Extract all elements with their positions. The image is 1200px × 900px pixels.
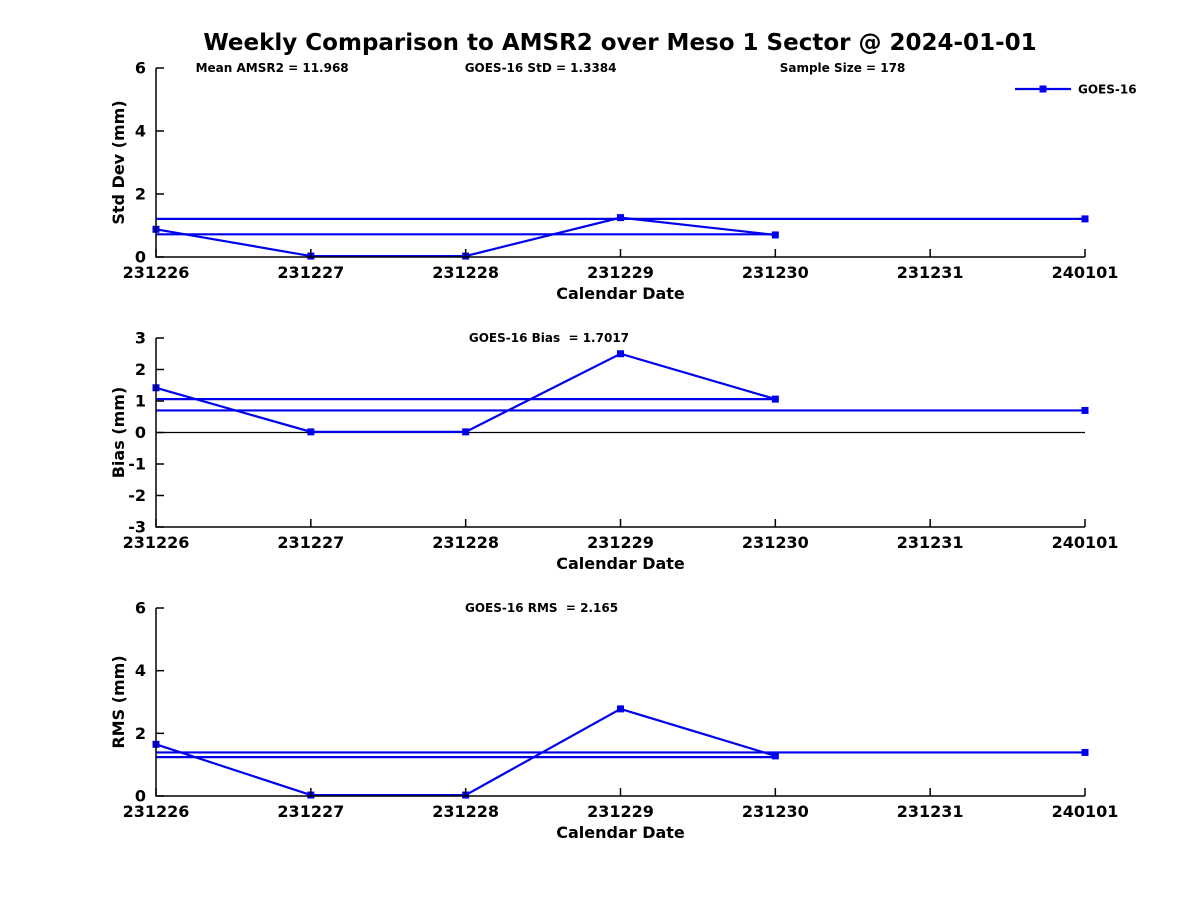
y-axis-label: Std Dev (mm) [109,100,128,224]
series-daily-marker [771,395,779,403]
y-axis-label: RMS (mm) [109,655,128,748]
y-tick-label: 6 [135,599,146,618]
y-tick-label: 0 [135,787,146,806]
y-tick-label: 2 [135,724,146,743]
x-axis-label: Calendar Date [556,284,685,303]
y-tick-label: 0 [135,248,146,267]
x-tick-label: 240101 [1052,802,1119,821]
y-tick-label: 2 [135,360,146,379]
series-weekly-marker [1081,215,1089,223]
series-daily-marker [771,752,779,760]
series-daily-line [155,352,776,433]
y-tick-label: 3 [135,329,146,348]
x-tick-label: 231231 [897,263,964,282]
x-tick-label: 231228 [432,533,499,552]
x-tick-label: 240101 [1052,263,1119,282]
x-tick-label: 231231 [897,533,964,552]
stat-annotation: Sample Size = 178 [780,61,906,75]
x-tick-label: 231228 [432,802,499,821]
stat-annotation: Mean AMSR2 = 11.968 [196,61,349,75]
x-tick-label: 231227 [277,802,344,821]
stat-annotation: GOES-16 RMS = 2.165 [465,601,618,615]
y-tick-label: 2 [135,185,146,204]
x-tick-label: 231227 [277,263,344,282]
legend-marker [1039,85,1047,93]
x-tick-label: 231230 [742,263,809,282]
series-daily-marker [462,428,470,436]
x-tick-label: 231228 [432,263,499,282]
x-axis-label: Calendar Date [556,823,685,842]
x-tick-label: 231226 [123,533,190,552]
y-axis-label: Bias (mm) [109,387,128,479]
x-tick-label: 231229 [587,802,654,821]
series-daily-marker [617,705,624,713]
y-tick-label: 0 [135,423,146,442]
series-daily-marker [617,350,624,358]
x-tick-label: 231229 [587,263,654,282]
y-tick-label: -2 [128,486,146,505]
x-tick-label: 231230 [742,533,809,552]
legend-label: GOES-16 [1078,83,1137,97]
x-tick-label: 231227 [277,533,344,552]
series-weekly-marker [1081,406,1089,414]
x-tick-label: 231226 [123,263,190,282]
y-tick-label: -3 [128,518,146,537]
stat-annotation: GOES-16 StD = 1.3384 [465,61,617,75]
series-weekly-marker [1081,748,1089,756]
series-daily-marker [307,428,315,436]
axes-spines [155,608,1085,797]
x-tick-label: 231226 [123,802,190,821]
x-tick-label: 231231 [897,802,964,821]
x-axis-label: Calendar Date [556,554,685,573]
x-tick-label: 231230 [742,802,809,821]
chart-title: Weekly Comparison to AMSR2 over Meso 1 S… [203,30,1037,56]
x-tick-label: 231229 [587,533,654,552]
stat-annotation: GOES-16 Bias = 1.7017 [469,331,629,345]
series-daily-marker [771,231,779,239]
y-tick-label: 6 [135,59,146,78]
x-tick-label: 240101 [1052,533,1119,552]
axes-spines [155,68,1085,258]
y-tick-label: 4 [135,661,146,680]
y-tick-label: 4 [135,122,146,141]
series-daily-marker [617,214,624,222]
y-tick-label: -1 [128,455,146,474]
y-tick-label: 1 [135,392,146,411]
